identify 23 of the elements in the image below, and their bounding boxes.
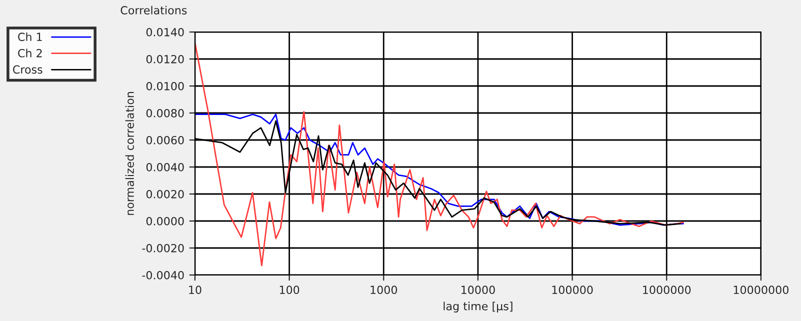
y-tick-label: 0.0020 <box>146 190 184 198</box>
y-tick-label: 0.0120 <box>146 54 184 64</box>
x-tick-label: 100 <box>280 286 300 294</box>
y-tick-label: 0.0040 <box>146 162 184 172</box>
x-tick-label: 1000000 <box>643 286 691 294</box>
x-tick-label: 10000000 <box>734 286 788 294</box>
x-tick-label: 10000 <box>462 286 495 294</box>
y-tick-label: 0.0080 <box>146 108 184 118</box>
legend-label: Ch 2 <box>18 48 42 58</box>
legend-label: Cross <box>13 65 42 74</box>
x-tick-label: 1000 <box>370 286 398 294</box>
x-tick-label: 10 <box>189 286 202 294</box>
chart-title: Correlations <box>120 6 187 14</box>
y-tick-label: -0.0040 <box>142 270 184 280</box>
y-tick-label: -0.0020 <box>142 244 184 252</box>
y-tick-label: 0.0000 <box>146 216 184 226</box>
y-tick-label: 0.0060 <box>146 136 184 144</box>
y-axis-title: normalized correlation <box>125 92 134 215</box>
x-tick-label: 100000 <box>552 286 593 294</box>
y-tick-label: 0.0100 <box>146 82 184 90</box>
y-tick-label: 0.0140 <box>146 28 184 36</box>
legend-label: Ch 1 <box>18 32 42 42</box>
x-axis-title: lag time [µs] <box>444 302 512 312</box>
